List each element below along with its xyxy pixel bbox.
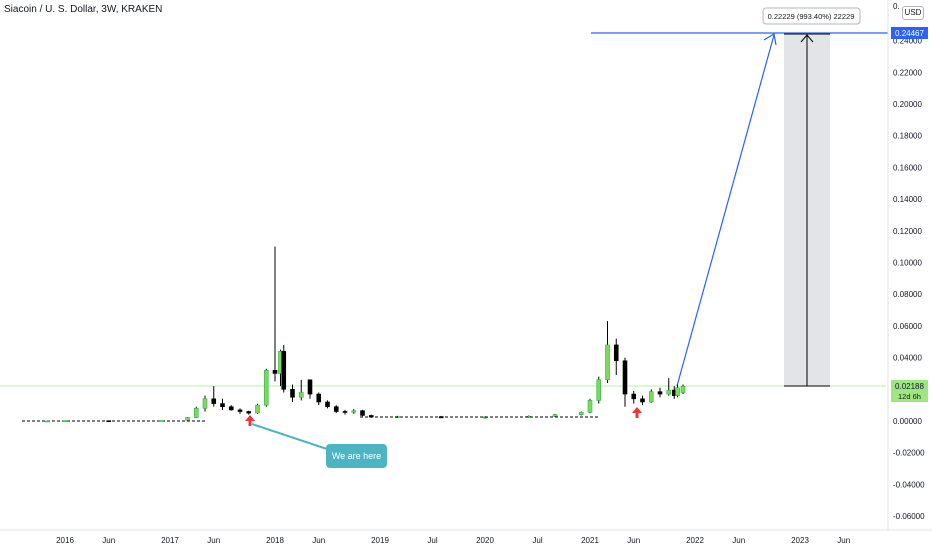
y-tick-label: -0.02000 xyxy=(893,449,925,458)
x-tick-label: Jun xyxy=(102,536,115,545)
candle-body xyxy=(596,379,602,401)
x-tick-label: 2016 xyxy=(56,536,74,545)
x-axis[interactable]: 2016 Jun 2017 Jun 2018 Jun 2019 Jul 2020 Jul 2021 J… xyxy=(56,536,850,545)
candle-body xyxy=(158,420,164,422)
candle-body xyxy=(666,389,672,395)
measure-arrow-head xyxy=(800,34,814,43)
candle-body xyxy=(45,420,50,423)
y-tick-label: 0.10000 xyxy=(893,259,922,268)
y-tick-label: 0.24000 xyxy=(893,37,922,46)
candles-layer xyxy=(45,246,686,423)
y-tick-label: 0.16000 xyxy=(893,163,922,172)
y-tick-label: 0.04000 xyxy=(893,354,922,363)
candle-body xyxy=(193,408,199,418)
candle-body xyxy=(613,344,619,362)
candle-body xyxy=(185,417,190,421)
candle-body xyxy=(351,410,357,413)
y-tick-label: 0.12000 xyxy=(893,227,922,236)
candle-body xyxy=(237,409,243,412)
projection-arrow-head xyxy=(763,33,777,46)
x-tick-label: Jun xyxy=(312,536,325,545)
x-tick-label: 2022 xyxy=(686,536,704,545)
candle-body xyxy=(333,406,339,412)
x-tick-label: 2023 xyxy=(791,536,809,545)
target-price-label: 0.24467 xyxy=(895,29,924,38)
candle-body xyxy=(272,369,278,374)
callout-text: We are here xyxy=(332,451,381,461)
x-tick-label: 2020 xyxy=(476,536,494,545)
candle-body xyxy=(106,420,112,422)
red-arrow-2 xyxy=(632,407,642,418)
y-tick-label: -0.06000 xyxy=(893,512,925,521)
x-tick-label: 2021 xyxy=(581,536,599,545)
x-tick-label: Jun xyxy=(732,536,745,545)
candle-body xyxy=(631,393,637,400)
candle-body xyxy=(552,414,558,417)
candle-body xyxy=(281,350,287,390)
x-tick-label: Jun xyxy=(837,536,850,545)
candle-body xyxy=(246,411,252,414)
candle-body xyxy=(675,387,680,396)
candle-body xyxy=(657,391,663,395)
candle-body xyxy=(316,393,322,403)
x-tick-label: 2018 xyxy=(266,536,284,545)
candle-body xyxy=(578,411,584,415)
candle-body xyxy=(255,404,260,414)
x-tick-label: Jun xyxy=(627,536,640,545)
x-tick-label: 2017 xyxy=(161,536,179,545)
candle-body xyxy=(307,379,313,395)
candle-body xyxy=(360,410,365,416)
x-tick-label: Jun xyxy=(207,536,220,545)
candle-body xyxy=(211,398,217,404)
candle-body xyxy=(263,369,269,406)
y-tick-label: 0.00000 xyxy=(893,417,922,426)
x-tick-label: Jul xyxy=(532,536,542,545)
candle-body xyxy=(648,391,654,403)
candle-body xyxy=(202,398,208,409)
target-price-tag: 0.24467 xyxy=(891,27,928,39)
y-axis[interactable]: 0.22000 0.20000 0.18000 0.16000 0.14000 0.120… xyxy=(893,2,925,521)
measure-label-text: 0.22229 (993.40%) 22229 xyxy=(768,12,855,21)
y-tick-label: -0.04000 xyxy=(893,480,925,489)
y-tick-label: 0. xyxy=(893,2,900,11)
candle-body xyxy=(640,398,645,403)
candle-body xyxy=(325,401,330,408)
y-tick-label: 0.18000 xyxy=(893,132,922,141)
x-tick-label: 2019 xyxy=(371,536,389,545)
callout-pointer xyxy=(251,423,331,451)
candle-body xyxy=(62,420,68,422)
measure-label: 0.22229 (993.40%) 22229 xyxy=(762,7,861,25)
y-tick-label: 0.20000 xyxy=(893,100,922,109)
y-tick-label: 0.08000 xyxy=(893,290,922,299)
x-tick-label: Jul xyxy=(427,536,437,545)
candle-body xyxy=(605,344,610,381)
y-tick-label: 0.06000 xyxy=(893,322,922,331)
callout-bubble[interactable]: We are here xyxy=(326,444,387,468)
candle-body xyxy=(342,411,348,413)
candle-body xyxy=(290,388,295,398)
candle-body xyxy=(228,406,234,411)
currency-button[interactable]: USD xyxy=(902,6,924,20)
projection-line xyxy=(676,34,775,387)
red-arrow-1 xyxy=(245,415,255,426)
y-tick-label: 0.22000 xyxy=(893,68,922,77)
candle-body xyxy=(680,385,686,393)
candle-body xyxy=(220,403,225,408)
current-price-tag: 0.02188 12d 6h xyxy=(891,380,928,402)
current-price-label: 0.02188 xyxy=(895,382,924,391)
candle-body xyxy=(622,360,628,395)
y-tick-label: 0.14000 xyxy=(893,195,922,204)
candle-body xyxy=(587,400,593,413)
candle-body xyxy=(298,392,304,398)
chart-title: Siacoin / U. S. Dollar, 3W, KRAKEN xyxy=(4,4,163,15)
bar-countdown: 12d 6h xyxy=(898,392,921,401)
